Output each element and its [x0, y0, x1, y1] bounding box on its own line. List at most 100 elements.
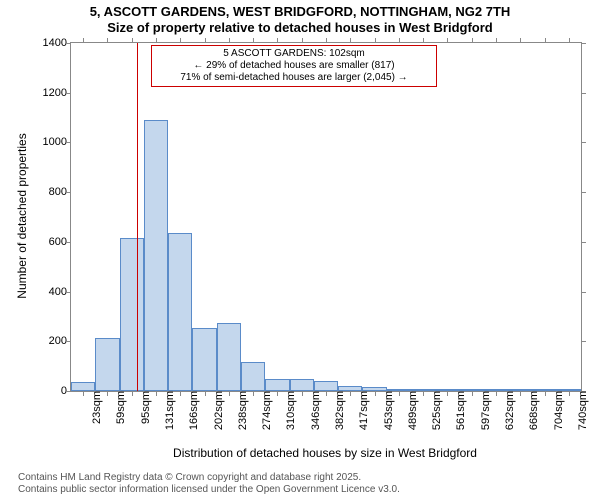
histogram-bar	[217, 323, 241, 391]
x-tick-label: 238sqm	[233, 391, 249, 430]
y-tick-mark	[581, 292, 586, 293]
y-tick-mark	[66, 93, 71, 94]
x-tick-mark	[350, 391, 351, 396]
x-tick-label: 489sqm	[403, 391, 419, 430]
x-axis-label: Distribution of detached houses by size …	[173, 446, 477, 460]
x-tick-mark	[83, 391, 84, 396]
footer-line2: Contains public sector information licen…	[18, 484, 400, 495]
x-tick-label: 417sqm	[354, 391, 370, 430]
subject-marker-line	[137, 43, 138, 391]
histogram-bar	[168, 233, 192, 391]
x-tick-mark	[350, 38, 351, 43]
x-tick-mark	[447, 38, 448, 43]
footer-line1: Contains HM Land Registry data © Crown c…	[18, 472, 361, 483]
x-tick-label: 382sqm	[330, 391, 346, 430]
x-tick-mark	[569, 391, 570, 396]
y-tick-mark	[66, 242, 71, 243]
x-tick-mark	[545, 38, 546, 43]
x-tick-mark	[520, 391, 521, 396]
histogram-bar	[314, 381, 338, 391]
x-tick-label: 668sqm	[524, 391, 540, 430]
histogram-bar	[144, 120, 168, 391]
x-tick-mark	[180, 391, 181, 396]
x-tick-mark	[520, 38, 521, 43]
x-tick-mark	[180, 38, 181, 43]
x-tick-mark	[277, 391, 278, 396]
x-tick-mark	[277, 38, 278, 43]
annotation-line: 5 ASCOTT GARDENS: 102sqm	[156, 48, 432, 60]
chart-title-line1: 5, ASCOTT GARDENS, WEST BRIDGFORD, NOTTI…	[0, 4, 600, 19]
x-tick-mark	[205, 38, 206, 43]
x-tick-mark	[132, 38, 133, 43]
x-tick-mark	[472, 38, 473, 43]
histogram-bar	[241, 362, 265, 391]
x-tick-mark	[423, 38, 424, 43]
y-tick-mark	[66, 43, 71, 44]
x-tick-mark	[107, 38, 108, 43]
x-tick-mark	[156, 391, 157, 396]
plot-area: 020040060080010001200140023sqm59sqm95sqm…	[70, 42, 582, 392]
x-tick-mark	[326, 391, 327, 396]
y-tick-mark	[66, 292, 71, 293]
x-tick-mark	[83, 38, 84, 43]
x-tick-mark	[229, 391, 230, 396]
x-tick-label: 561sqm	[451, 391, 467, 430]
x-tick-mark	[496, 391, 497, 396]
x-tick-label: 202sqm	[209, 391, 225, 430]
annotation-line: ← 29% of detached houses are smaller (81…	[156, 60, 432, 72]
x-tick-mark	[399, 391, 400, 396]
x-tick-mark	[545, 391, 546, 396]
y-tick-mark	[581, 142, 586, 143]
y-tick-mark	[581, 192, 586, 193]
x-tick-label: 346sqm	[306, 391, 322, 430]
annotation-line: 71% of semi-detached houses are larger (…	[156, 72, 432, 84]
x-tick-mark	[375, 38, 376, 43]
annotation-box: 5 ASCOTT GARDENS: 102sqm← 29% of detache…	[151, 45, 437, 87]
y-tick-mark	[66, 142, 71, 143]
x-tick-label: 310sqm	[281, 391, 297, 430]
x-tick-mark	[472, 391, 473, 396]
x-tick-label: 453sqm	[379, 391, 395, 430]
x-tick-mark	[423, 391, 424, 396]
histogram-bar	[192, 328, 216, 391]
histogram-bar	[95, 338, 119, 391]
y-tick-mark	[66, 341, 71, 342]
y-tick-mark	[581, 242, 586, 243]
histogram-bar	[290, 379, 314, 391]
x-tick-label: 274sqm	[257, 391, 273, 430]
x-tick-label: 525sqm	[427, 391, 443, 430]
y-axis-label: Number of detached properties	[15, 133, 29, 298]
x-tick-mark	[447, 391, 448, 396]
x-tick-mark	[205, 391, 206, 396]
y-tick-mark	[581, 43, 586, 44]
x-tick-mark	[399, 38, 400, 43]
x-tick-mark	[253, 391, 254, 396]
x-tick-label: 23sqm	[87, 391, 103, 424]
x-tick-mark	[569, 38, 570, 43]
y-tick-mark	[66, 391, 71, 392]
x-tick-mark	[302, 391, 303, 396]
x-tick-mark	[107, 391, 108, 396]
y-tick-mark	[66, 192, 71, 193]
x-tick-label: 632sqm	[500, 391, 516, 430]
x-tick-label: 597sqm	[476, 391, 492, 430]
x-tick-mark	[375, 391, 376, 396]
x-tick-mark	[229, 38, 230, 43]
y-tick-mark	[581, 93, 586, 94]
x-tick-mark	[326, 38, 327, 43]
x-tick-label: 95sqm	[136, 391, 152, 424]
x-tick-mark	[132, 391, 133, 396]
x-tick-mark	[302, 38, 303, 43]
x-tick-label: 704sqm	[549, 391, 565, 430]
x-tick-mark	[156, 38, 157, 43]
x-tick-label: 166sqm	[184, 391, 200, 430]
x-tick-mark	[253, 38, 254, 43]
x-tick-label: 59sqm	[111, 391, 127, 424]
histogram-bar	[120, 238, 144, 391]
x-tick-label: 131sqm	[160, 391, 176, 430]
histogram-bar	[71, 382, 95, 391]
x-tick-label: 740sqm	[573, 391, 589, 430]
chart-title-line2: Size of property relative to detached ho…	[0, 20, 600, 35]
y-tick-mark	[581, 341, 586, 342]
x-tick-mark	[496, 38, 497, 43]
